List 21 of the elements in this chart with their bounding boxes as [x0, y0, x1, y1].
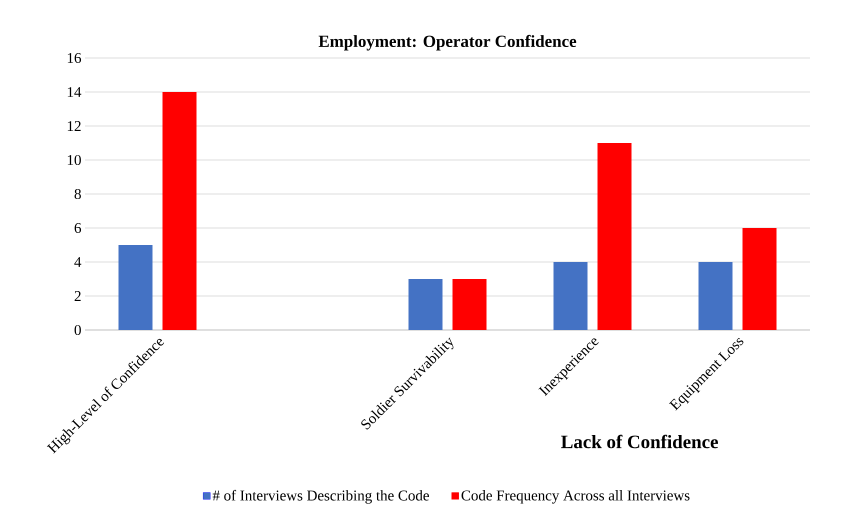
y-tick-label: 16 — [68, 52, 82, 64]
y-tick-label: 6 — [74, 222, 82, 234]
text: Lack of Confidence — [561, 434, 718, 448]
y-tick-label: 4 — [74, 257, 82, 267]
y-tick-label: 2 — [74, 291, 81, 301]
bar — [452, 279, 487, 330]
bar — [554, 262, 588, 330]
y-tick-label: 0 — [74, 324, 81, 336]
bar — [408, 279, 443, 330]
bar — [162, 92, 197, 330]
y-tick-label: 8 — [74, 188, 81, 200]
chart-title: Employment: Operator Confidence — [318, 34, 576, 50]
legend-label: # of Interviews Describing the Code — [212, 490, 429, 504]
bar — [118, 245, 152, 330]
y-tick-label: 12 — [68, 121, 81, 131]
bar — [698, 262, 733, 330]
legend-label: Code Frequency Across all Interviews — [462, 490, 690, 504]
y-tick-label: 14 — [68, 87, 82, 97]
bar — [742, 228, 777, 330]
bar — [598, 142, 632, 330]
y-tick-label: 10 — [68, 154, 81, 166]
